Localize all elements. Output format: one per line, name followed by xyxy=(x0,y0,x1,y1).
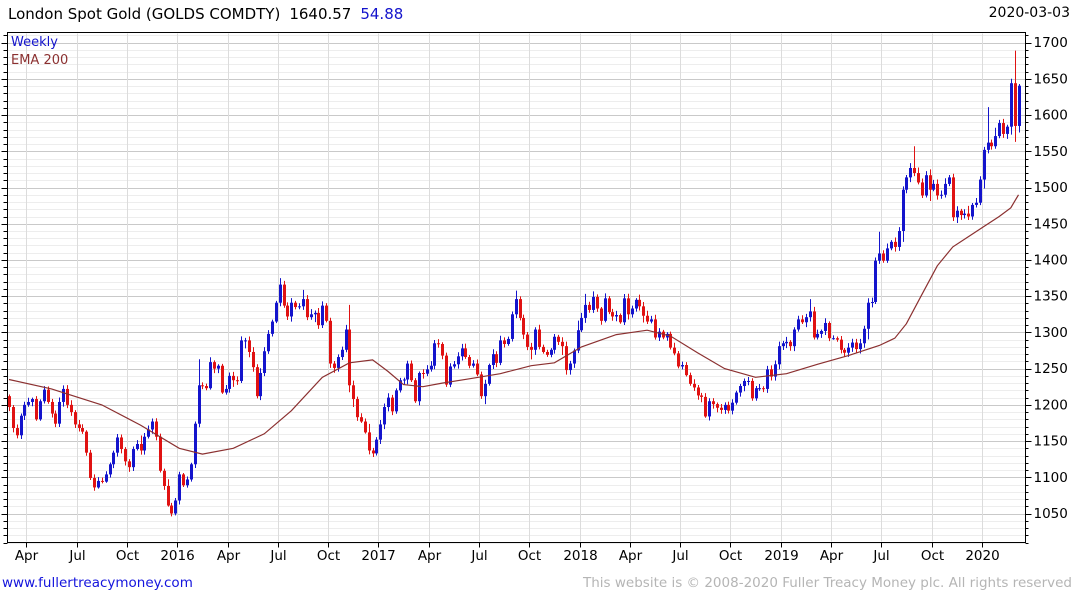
instrument-name: London Spot Gold (GOLDS COMDTY) xyxy=(8,5,281,23)
svg-text:2016: 2016 xyxy=(160,548,194,564)
svg-text:Oct: Oct xyxy=(518,548,541,564)
svg-text:2018: 2018 xyxy=(563,548,597,564)
svg-text:Oct: Oct xyxy=(921,548,944,564)
svg-text:1600: 1600 xyxy=(1034,108,1068,124)
svg-text:1050: 1050 xyxy=(1034,506,1068,522)
svg-text:1550: 1550 xyxy=(1034,144,1068,160)
svg-text:Oct: Oct xyxy=(719,548,742,564)
svg-text:2019: 2019 xyxy=(764,548,798,564)
svg-text:2017: 2017 xyxy=(361,548,395,564)
svg-text:Apr: Apr xyxy=(418,548,442,564)
svg-text:Jul: Jul xyxy=(470,548,487,564)
svg-text:Jul: Jul xyxy=(872,548,889,564)
svg-text:Jul: Jul xyxy=(269,548,286,564)
svg-text:Apr: Apr xyxy=(15,548,39,564)
svg-text:2020: 2020 xyxy=(965,548,999,564)
svg-text:Apr: Apr xyxy=(619,548,643,564)
svg-text:Apr: Apr xyxy=(820,548,844,564)
svg-text:1450: 1450 xyxy=(1034,216,1068,232)
svg-text:1700: 1700 xyxy=(1034,35,1068,51)
svg-text:1250: 1250 xyxy=(1034,361,1068,377)
svg-text:1150: 1150 xyxy=(1034,434,1068,450)
legend-ema: EMA 200 xyxy=(11,53,69,68)
svg-text:Oct: Oct xyxy=(116,548,139,564)
legend-timeframe: Weekly xyxy=(11,35,58,50)
last-price: 1640.57 xyxy=(289,5,352,23)
svg-text:Apr: Apr xyxy=(217,548,241,564)
svg-text:Oct: Oct xyxy=(317,548,340,564)
price-change: 54.88 xyxy=(360,5,404,23)
copyright-text: This website is © 2008-2020 Fuller Treac… xyxy=(583,575,1072,591)
chart-date: 2020-03-03 xyxy=(988,5,1070,21)
svg-text:1100: 1100 xyxy=(1034,470,1068,486)
svg-text:1350: 1350 xyxy=(1034,289,1068,305)
page-title: London Spot Gold (GOLDS COMDTY) 1640.57 54… xyxy=(8,5,403,23)
site-link[interactable]: www.fullertreacymoney.com xyxy=(2,575,193,591)
svg-text:Jul: Jul xyxy=(68,548,85,564)
svg-text:1650: 1650 xyxy=(1034,71,1068,87)
svg-text:Jul: Jul xyxy=(671,548,688,564)
svg-text:1500: 1500 xyxy=(1034,180,1068,196)
svg-text:1200: 1200 xyxy=(1034,397,1068,413)
svg-text:1400: 1400 xyxy=(1034,252,1068,268)
svg-text:1300: 1300 xyxy=(1034,325,1068,341)
